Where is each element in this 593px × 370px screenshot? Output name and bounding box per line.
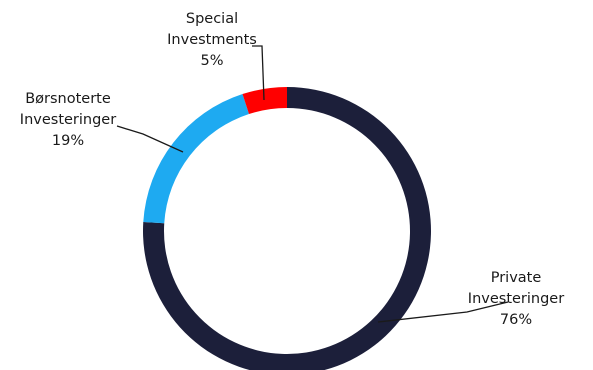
- donut-slice-2: [143, 94, 249, 224]
- donut-slice-3: [242, 87, 287, 115]
- leader-line-1: [377, 301, 509, 323]
- leader-line-2: [116, 125, 184, 153]
- data-label-1: Private Investeringer 76%: [468, 270, 564, 328]
- data-label-2: Børsnoterte Investeringer 19%: [20, 91, 116, 149]
- leader-line-3: [252, 45, 265, 101]
- data-label-3: Special Investments 5%: [167, 11, 257, 69]
